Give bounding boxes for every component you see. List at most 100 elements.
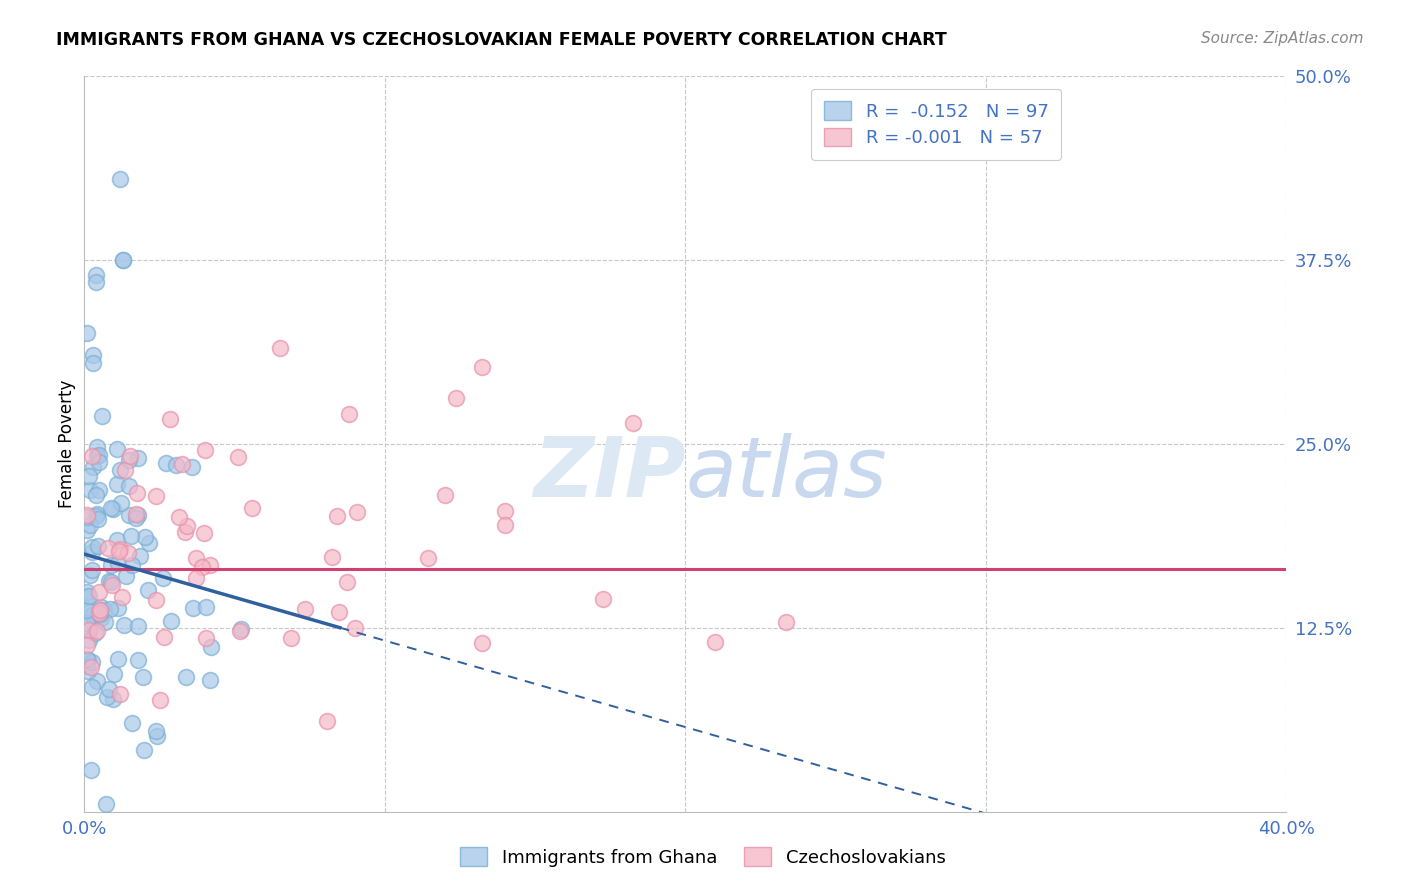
Point bbox=[280, 631, 302, 645]
Point bbox=[98, 574, 121, 588]
Point bbox=[194, 443, 217, 458]
Point bbox=[592, 591, 614, 606]
Point bbox=[494, 504, 516, 518]
Point bbox=[118, 508, 141, 522]
Point bbox=[77, 589, 100, 603]
Point bbox=[100, 501, 122, 516]
Point bbox=[86, 268, 108, 282]
Point bbox=[86, 275, 108, 289]
Point bbox=[198, 558, 221, 573]
Point bbox=[294, 601, 316, 615]
Point bbox=[76, 620, 98, 634]
Point bbox=[87, 448, 110, 462]
Point bbox=[128, 549, 150, 563]
Point bbox=[134, 530, 156, 544]
Point bbox=[100, 602, 122, 616]
Point bbox=[86, 450, 108, 464]
Point bbox=[125, 510, 148, 524]
Point bbox=[103, 666, 125, 681]
Point bbox=[127, 486, 149, 500]
Point bbox=[86, 440, 108, 454]
Point bbox=[76, 616, 98, 631]
Point bbox=[79, 605, 101, 619]
Point bbox=[121, 715, 143, 730]
Point bbox=[82, 459, 104, 474]
Point bbox=[112, 618, 135, 632]
Point bbox=[117, 479, 139, 493]
Point bbox=[145, 592, 167, 607]
Point bbox=[110, 496, 132, 510]
Point bbox=[127, 508, 149, 522]
Point bbox=[76, 585, 98, 599]
Point bbox=[87, 483, 110, 498]
Text: IMMIGRANTS FROM GHANA VS CZECHOSLOVAKIAN FEMALE POVERTY CORRELATION CHART: IMMIGRANTS FROM GHANA VS CZECHOSLOVAKIAN… bbox=[56, 31, 948, 49]
Point bbox=[100, 575, 122, 590]
Point bbox=[77, 632, 100, 647]
Text: ZIP: ZIP bbox=[533, 433, 686, 514]
Point bbox=[105, 442, 128, 456]
Point bbox=[89, 606, 111, 620]
Point bbox=[125, 507, 148, 521]
Point bbox=[82, 655, 104, 669]
Point bbox=[96, 797, 118, 812]
Point bbox=[80, 680, 103, 694]
Point bbox=[174, 524, 197, 539]
Point bbox=[127, 653, 149, 667]
Point bbox=[111, 590, 134, 604]
Point bbox=[145, 489, 167, 503]
Point bbox=[434, 488, 457, 502]
Point bbox=[87, 512, 110, 526]
Point bbox=[82, 356, 104, 370]
Point bbox=[186, 571, 208, 585]
Point bbox=[704, 635, 727, 649]
Point bbox=[108, 463, 131, 477]
Point bbox=[76, 509, 98, 524]
Point bbox=[79, 568, 101, 582]
Point bbox=[94, 603, 117, 617]
Point bbox=[120, 449, 142, 463]
Text: atlas: atlas bbox=[686, 433, 887, 514]
Point bbox=[127, 450, 149, 465]
Point bbox=[190, 559, 212, 574]
Point bbox=[107, 601, 129, 615]
Point bbox=[80, 660, 103, 674]
Point bbox=[471, 360, 494, 375]
Point bbox=[226, 450, 249, 464]
Point bbox=[321, 549, 343, 564]
Text: Source: ZipAtlas.com: Source: ZipAtlas.com bbox=[1201, 31, 1364, 46]
Point bbox=[77, 664, 100, 678]
Point bbox=[170, 457, 193, 471]
Point bbox=[91, 409, 114, 424]
Point bbox=[471, 635, 494, 649]
Point bbox=[444, 391, 467, 405]
Point bbox=[132, 743, 155, 757]
Point bbox=[80, 449, 103, 463]
Point bbox=[84, 626, 107, 640]
Point bbox=[346, 505, 368, 519]
Point bbox=[132, 670, 155, 684]
Y-axis label: Female Poverty: Female Poverty bbox=[58, 380, 76, 508]
Point bbox=[84, 509, 107, 524]
Point bbox=[120, 529, 142, 543]
Point bbox=[328, 605, 350, 619]
Point bbox=[89, 584, 111, 599]
Point bbox=[108, 687, 131, 701]
Point bbox=[174, 670, 197, 684]
Point bbox=[181, 600, 204, 615]
Point bbox=[107, 652, 129, 666]
Point bbox=[86, 674, 108, 689]
Point bbox=[775, 615, 797, 630]
Point bbox=[82, 348, 104, 362]
Point bbox=[97, 541, 120, 555]
Point bbox=[105, 476, 128, 491]
Point bbox=[77, 623, 100, 637]
Point bbox=[90, 610, 112, 624]
Point bbox=[165, 458, 187, 472]
Point bbox=[180, 460, 202, 475]
Point bbox=[76, 524, 98, 538]
Point bbox=[146, 729, 169, 743]
Point bbox=[325, 508, 347, 523]
Point bbox=[145, 723, 167, 738]
Point bbox=[167, 510, 190, 524]
Point bbox=[76, 652, 98, 666]
